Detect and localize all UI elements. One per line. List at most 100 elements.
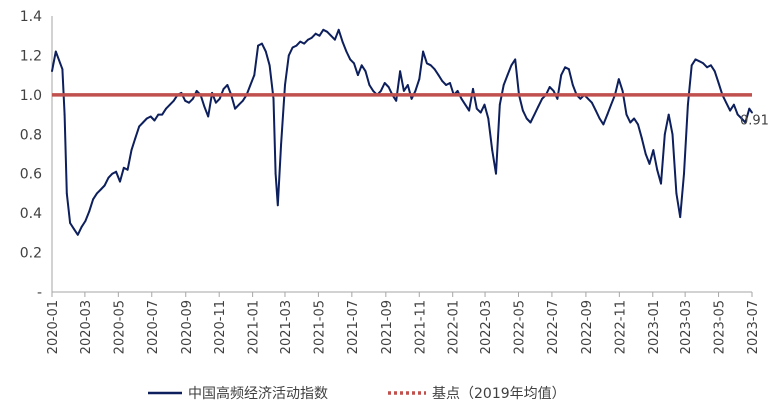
activity-index-point [514,58,517,61]
activity-index-point [157,113,160,116]
activity-index-point [733,103,735,106]
activity-index-point [372,90,375,92]
x-tick-label: 2021-07 [346,300,361,354]
activity-index-point [541,97,543,100]
activity-index-point [368,84,371,86]
activity-index-point [529,121,532,124]
activity-index-point [387,86,390,88]
y-tick-label: 0.8 [20,127,42,143]
x-tick-label: 2023-01 [647,300,662,354]
activity-index-point [234,107,237,110]
activity-index-point [119,180,121,183]
activity-index-point [51,70,53,73]
x-tick-label: 2020-11 [213,300,228,354]
activity-index-point [460,97,463,100]
activity-index-point [706,66,708,69]
activity-index-point [710,64,712,67]
activity-index-point [571,84,574,86]
activity-index-point [345,50,348,53]
activity-index-point [610,103,612,106]
x-tick-label: 2020-01 [46,300,61,354]
x-tick-label: 2023-05 [713,300,728,354]
activity-index-point [341,40,344,43]
annotations: 0.91 [740,114,769,129]
activity-index-point [644,153,647,155]
activity-index-point [69,222,71,224]
x-tick-label: 2022-09 [580,300,595,354]
activity-index-point [491,149,494,152]
activity-index-point [433,68,436,71]
activity-index-point [134,137,137,140]
activity-index-point [495,172,497,175]
legend: 中国高频经济活动指数 基点（2019年均值） [148,385,566,402]
activity-index-point [395,99,398,102]
activity-index-point [207,115,210,118]
activity-index-point [598,117,601,120]
activity-index-point [525,117,528,120]
activity-index-point [483,103,486,106]
activity-index-point [449,82,451,84]
activity-index-point [487,117,490,120]
activity-index-point [552,90,555,92]
activity-index-point [671,133,674,136]
activity-index-point [149,115,152,118]
activity-index-point [63,113,66,116]
activity-index-point [241,99,244,102]
activity-index-point [625,113,628,116]
activity-index-point [264,50,267,53]
activity-index-point [169,103,171,106]
activity-index-point [591,101,593,104]
activity-index-point [617,78,620,80]
x-tick-label: 2022-11 [613,300,628,354]
activity-index-point [88,210,91,213]
activity-index-point [736,113,739,116]
activity-index-point [537,105,540,108]
x-tick-label: 2022-03 [479,300,494,354]
activity-index-point [506,74,509,76]
activity-index-point [165,107,167,110]
x-tick-label: 2020-07 [146,300,161,354]
activity-index-point [629,121,632,124]
activity-index-point [445,84,447,86]
activity-index-point [215,101,217,104]
activity-index-point [274,172,277,175]
activity-index-point [357,74,359,76]
activity-index-point [640,137,643,140]
activity-index-point [295,44,298,47]
legend-label-activity-index: 中国高频经济活动指数 [188,385,328,402]
activity-index-point [218,97,221,100]
x-tick-label: 2021-05 [312,300,327,354]
activity-index-point [80,226,83,228]
activity-index-point [122,166,125,169]
activity-index-point [59,62,62,65]
activity-index-point [556,97,559,100]
activity-index-point [564,66,566,69]
activity-index-point [687,103,689,106]
activity-index-point [130,149,133,152]
activity-index-point [330,34,332,37]
activity-index-point [153,119,156,122]
x-tick-label: 2020-09 [180,300,195,354]
x-tick-label: 2021-11 [413,300,428,354]
activity-index-point [748,107,751,110]
x-tick-label: 2023-07 [746,300,761,354]
activity-index-point [403,90,405,92]
activity-index-point [126,168,129,171]
x-tick-label: 2020-03 [79,300,94,354]
activity-index-point [751,111,753,114]
x-axis-ticks: 2020-01 2020-03 2020-05 2020-07 2020-09 2020-… [46,292,761,354]
y-tick-label: 0.4 [20,206,42,222]
activity-index-point [472,88,474,90]
activity-index-point [222,88,225,90]
activity-index-point [410,97,413,100]
activity-index-point [307,38,309,41]
activity-index-point [249,84,252,86]
activity-index-point [725,101,728,104]
activity-index-point [429,64,432,67]
activity-index-point [73,228,75,230]
activity-index-point [579,97,582,100]
activity-index-point [349,58,352,61]
activity-index-point [426,62,428,65]
activity-index-point [161,113,164,116]
